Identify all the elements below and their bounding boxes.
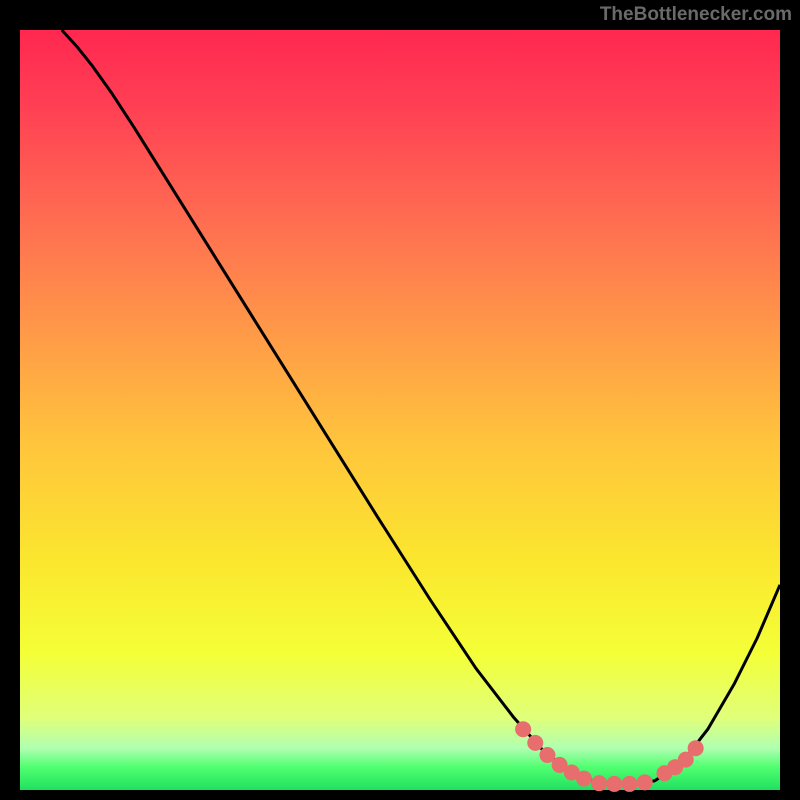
marker-dot [688,740,704,756]
watermark-text: TheBottlenecker.com [600,4,792,26]
marker-dot [606,776,622,792]
gradient-background [20,30,780,790]
marker-dot [622,776,638,792]
marker-dot [527,735,543,751]
marker-dot [591,775,607,791]
marker-dot [576,771,592,787]
bottleneck-chart [0,0,800,800]
marker-dot [515,721,531,737]
chart-container: TheBottlenecker.com [0,0,800,800]
marker-dot [637,774,653,790]
